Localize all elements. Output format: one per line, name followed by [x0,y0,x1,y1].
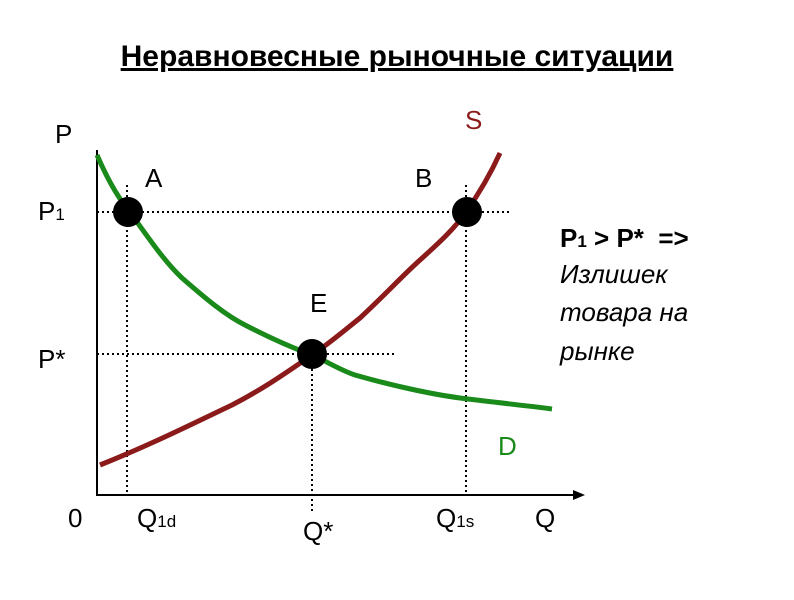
supply-curve [99,151,503,468]
y-label: P1 [38,196,65,226]
axes [96,150,585,500]
label-sub: 1 [55,205,64,224]
points [113,197,482,369]
x-label: Q1d [137,503,176,533]
point-label: E [310,288,327,318]
label-sub: 1s [456,512,474,531]
y-axis-label: P [55,119,72,149]
note-line: P1 > P* => [560,223,689,253]
label-main: P [38,196,55,226]
origin-label: 0 [68,503,82,533]
point-label: A [145,163,163,193]
title: Неравновесные рыночные ситуации [121,40,674,73]
guides [97,185,512,512]
note-line: рынке [559,336,635,366]
note-sub: 1 [577,232,586,251]
label-main: Q [436,503,456,533]
x-label: Q1s [436,503,474,533]
x-axis-label: Q [535,503,555,533]
y-label: P* [38,344,65,374]
note-line: товара на [560,297,688,327]
point-label: B [415,163,432,193]
x-label: Q* [303,516,333,546]
label-main: Q [137,503,157,533]
demand-curve [94,154,553,412]
note-main: P [560,223,577,253]
demand-label: D [498,431,517,461]
label-sub: 1d [157,512,176,531]
note-line: Излишек [560,259,669,289]
supply-label: S [465,105,482,135]
note-rest: > P* => [587,223,689,253]
